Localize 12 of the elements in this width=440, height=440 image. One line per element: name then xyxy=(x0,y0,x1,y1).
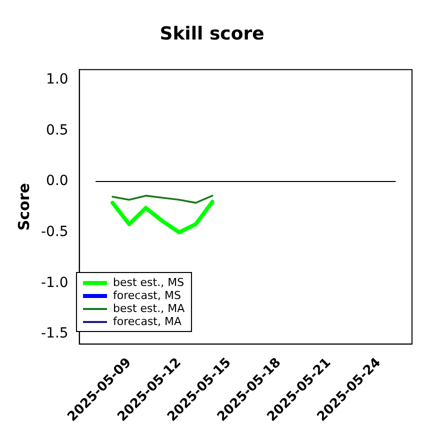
legend-label: best est., MS xyxy=(113,276,184,289)
y-tick-label: 0.0 xyxy=(46,173,68,190)
y-tick-label: -0.5 xyxy=(40,224,68,240)
legend-label: forecast, MA xyxy=(113,315,182,328)
y-tick-label: -1.5 xyxy=(40,326,68,342)
y-tick-label: -1.0 xyxy=(40,274,68,291)
y-axis-title: Score xyxy=(14,183,33,231)
legend-label: best est., MA xyxy=(113,302,185,315)
y-tick-label: 1.0 xyxy=(46,71,68,88)
chart-title: Skill score xyxy=(160,23,264,44)
legend-label: forecast, MS xyxy=(113,289,181,302)
y-tick-label: 0.5 xyxy=(46,122,68,138)
